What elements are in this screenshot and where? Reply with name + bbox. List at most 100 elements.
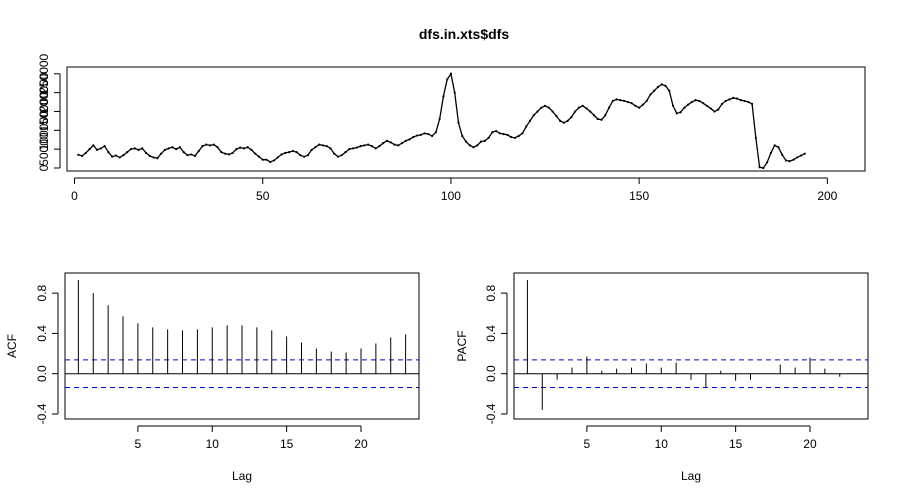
time-series-point bbox=[197, 149, 200, 153]
time-series-point bbox=[257, 155, 261, 158]
time-series-point bbox=[393, 143, 396, 146]
time-series-point bbox=[483, 139, 486, 142]
time-series-y-tick-label: 0 bbox=[37, 164, 51, 171]
time-series-point bbox=[732, 96, 735, 99]
time-series-point bbox=[129, 148, 133, 151]
time-series-point bbox=[788, 160, 791, 163]
time-series-point bbox=[525, 125, 528, 128]
time-series-point bbox=[227, 153, 230, 156]
time-series-point bbox=[717, 108, 720, 111]
time-series-y-tick-label: 100000 bbox=[37, 110, 51, 150]
time-series-point bbox=[148, 154, 151, 158]
acf-x-tick-label: 10 bbox=[206, 437, 220, 451]
time-series-point bbox=[683, 106, 686, 109]
acf-x-axis-title: Lag bbox=[232, 469, 252, 483]
time-series-point bbox=[321, 144, 325, 147]
time-series-point bbox=[607, 106, 611, 109]
time-series-point bbox=[487, 136, 490, 139]
pacf-plot-frame bbox=[513, 272, 869, 420]
time-series-point bbox=[536, 110, 539, 113]
time-series-point bbox=[408, 138, 411, 141]
time-series-point bbox=[242, 147, 246, 150]
time-series-point bbox=[359, 145, 362, 148]
time-series-point bbox=[111, 155, 114, 158]
time-series-point bbox=[385, 139, 389, 142]
time-series-x-tick-label: 150 bbox=[629, 189, 649, 203]
acf-y-tick-label: -0.4 bbox=[35, 403, 49, 424]
time-series-point bbox=[762, 166, 765, 170]
time-series-point bbox=[766, 161, 769, 164]
time-series-point bbox=[389, 141, 392, 144]
time-series-point bbox=[216, 146, 219, 149]
time-series-point bbox=[641, 103, 645, 106]
time-series-point bbox=[265, 158, 268, 161]
time-series-point bbox=[269, 160, 272, 164]
time-series-point bbox=[773, 144, 776, 147]
time-series-point bbox=[193, 154, 197, 158]
time-series-point bbox=[581, 104, 584, 107]
time-series-point bbox=[728, 98, 731, 101]
acf-y-axis-title: ACF bbox=[5, 334, 19, 358]
time-series-point bbox=[80, 154, 84, 158]
time-series-point bbox=[299, 154, 302, 157]
time-series-point bbox=[126, 151, 129, 154]
time-series-point bbox=[363, 144, 366, 147]
time-series-point bbox=[698, 99, 701, 103]
time-series-point bbox=[107, 151, 110, 154]
acf-x-tick-label: 5 bbox=[135, 437, 142, 451]
time-series-point bbox=[615, 98, 618, 101]
time-series-point bbox=[318, 143, 321, 146]
time-series-point bbox=[137, 148, 140, 151]
time-series-point bbox=[186, 154, 189, 157]
pacf-x-tick-label: 15 bbox=[729, 437, 743, 451]
time-series-point bbox=[84, 151, 87, 155]
time-series-point bbox=[144, 151, 148, 155]
pacf-y-tick-label: 0.4 bbox=[484, 325, 498, 342]
time-series-point bbox=[750, 102, 754, 106]
time-series-point bbox=[461, 134, 464, 138]
time-series-point bbox=[517, 134, 520, 138]
time-series-point bbox=[190, 153, 193, 156]
time-series-point bbox=[336, 155, 340, 158]
pacf-panel: Lag PACF 5 10 15 20 -0.4 0.0 0.4 0.8 bbox=[455, 272, 869, 483]
time-series-point bbox=[205, 143, 208, 146]
time-series-point bbox=[513, 136, 517, 139]
time-series-point bbox=[585, 107, 588, 110]
time-series-point bbox=[577, 106, 581, 109]
time-series-x-tick-label: 200 bbox=[817, 189, 837, 203]
time-series-point bbox=[668, 89, 671, 92]
time-series-point bbox=[118, 156, 121, 159]
acf-panel: Lag ACF 5 10 15 20 -0.4 0.0 0.4 0.8 bbox=[5, 272, 420, 483]
time-series-point bbox=[254, 152, 257, 155]
time-series-point bbox=[769, 151, 772, 155]
time-series-point bbox=[220, 151, 223, 154]
time-series-point bbox=[724, 99, 727, 103]
time-series-point bbox=[690, 100, 693, 104]
time-series-point bbox=[600, 118, 603, 121]
time-series-point bbox=[374, 147, 377, 150]
pacf-x-axis-title: Lag bbox=[681, 469, 701, 483]
pacf-x-tick-label: 5 bbox=[584, 437, 591, 451]
time-series-point bbox=[133, 147, 136, 150]
time-series-point bbox=[498, 132, 501, 135]
acf-y-tick-label: 0.0 bbox=[35, 365, 49, 382]
time-series-point bbox=[686, 103, 690, 106]
time-series-point bbox=[592, 114, 596, 117]
time-series-point bbox=[92, 144, 95, 147]
time-series-x-tick-label: 50 bbox=[256, 189, 270, 203]
time-series-point bbox=[547, 106, 550, 109]
time-series-point bbox=[412, 135, 415, 139]
time-series-point bbox=[156, 157, 159, 160]
pacf-y-tick-label: 0.8 bbox=[484, 284, 498, 301]
time-series-point bbox=[404, 139, 407, 142]
time-series-point bbox=[182, 151, 185, 154]
time-series-point bbox=[777, 146, 780, 149]
time-series-point bbox=[208, 144, 212, 147]
time-series-point bbox=[314, 146, 317, 149]
time-series-x-tick-label: 0 bbox=[71, 189, 78, 203]
time-series-point bbox=[506, 133, 509, 136]
time-series-point bbox=[449, 72, 453, 75]
time-series-point bbox=[472, 146, 475, 149]
time-series-point bbox=[532, 114, 535, 117]
acf-y-tick-label: 0.4 bbox=[35, 325, 49, 342]
